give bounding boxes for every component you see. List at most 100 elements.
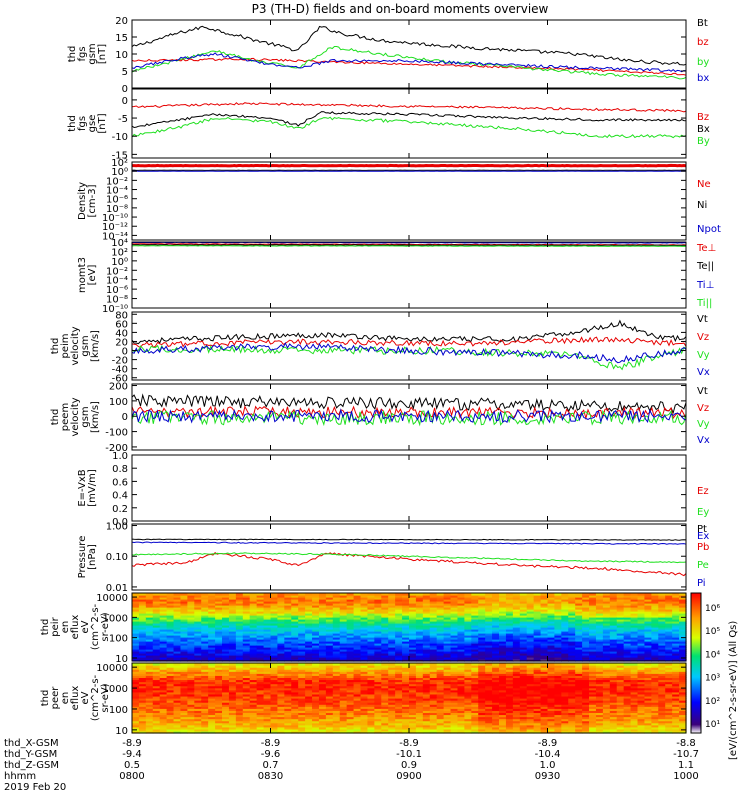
heatmap-cell	[519, 641, 528, 644]
heatmap-cell	[263, 724, 272, 728]
heatmap-cell	[242, 623, 251, 626]
heatmap-cell	[194, 613, 202, 616]
heatmap-cell	[436, 597, 445, 600]
heatmap-cell	[665, 653, 673, 656]
heatmap-cell	[415, 629, 424, 632]
heatmap-cell	[429, 623, 438, 626]
heatmap-cell	[450, 647, 459, 650]
heatmap-cell	[318, 673, 327, 676]
heatmap-cell	[208, 675, 216, 679]
heatmap-cell	[270, 673, 279, 676]
heatmap-cell	[138, 665, 147, 668]
heatmap-cell	[402, 663, 410, 666]
heatmap-cell	[263, 706, 272, 709]
heatmap-cell	[263, 641, 272, 644]
heatmap-cell	[270, 653, 279, 656]
heatmap-cell	[263, 689, 272, 693]
heatmap-cell	[575, 645, 583, 648]
heatmap-cell	[270, 609, 279, 612]
heatmap-cell	[222, 726, 230, 730]
heatmap-cell	[595, 655, 604, 658]
heatmap-cell	[409, 635, 417, 638]
heatmap-cell	[339, 667, 348, 670]
heatmap-cell	[159, 609, 168, 612]
heatmap-cell	[166, 675, 175, 679]
heatmap-cell	[429, 724, 438, 728]
heatmap-cell	[159, 645, 168, 648]
heatmap-cell	[609, 613, 618, 616]
heatmap-cell	[547, 597, 556, 600]
heatmap-cell	[201, 720, 209, 724]
heatmap-cell	[228, 716, 237, 720]
heatmap-cell	[249, 607, 258, 610]
heatmap-cell	[388, 718, 396, 722]
heatmap-cell	[602, 651, 611, 654]
heatmap-cell	[623, 641, 632, 644]
heatmap-cell	[381, 611, 389, 614]
heatmap-cell	[450, 603, 459, 606]
heatmap-cell	[367, 730, 375, 734]
heatmap-cell	[360, 720, 369, 724]
heatmap-cell	[242, 643, 251, 646]
heatmap-cell	[298, 599, 306, 602]
heatmap-cell	[540, 639, 549, 642]
heatmap-cell	[582, 637, 590, 640]
heatmap-cell	[582, 657, 590, 660]
heatmap-cell	[228, 631, 237, 634]
heatmap-cell	[395, 730, 403, 734]
heatmap-cell	[215, 607, 223, 610]
heatmap-cell	[242, 639, 251, 642]
heatmap-cell	[312, 597, 320, 600]
legend-entry-efield-0: Ez	[697, 486, 709, 497]
heatmap-cell	[651, 611, 659, 614]
heatmap-cell	[575, 627, 583, 630]
heatmap-cell	[180, 704, 188, 707]
heatmap-cell	[665, 643, 673, 646]
heatmap-cell	[256, 687, 265, 691]
heatmap-cell	[616, 609, 625, 612]
heatmap-cell	[145, 635, 154, 638]
heatmap-cell	[499, 728, 507, 732]
heatmap-cell	[415, 599, 424, 602]
heatmap-cell	[637, 633, 646, 636]
heatmap-cell	[305, 625, 313, 628]
heatmap-cell	[312, 720, 320, 724]
heatmap-cell	[263, 687, 272, 691]
heatmap-cell	[457, 704, 465, 707]
heatmap-cell	[249, 695, 258, 699]
heatmap-cell	[132, 673, 140, 676]
heatmap-cell	[658, 619, 666, 622]
heatmap-cell	[159, 691, 168, 695]
heatmap-cell	[630, 633, 639, 636]
heatmap-cell	[332, 712, 341, 716]
heatmap-cell	[270, 714, 279, 718]
heatmap-cell	[145, 702, 154, 705]
heatmap-cell	[235, 677, 244, 681]
heatmap-cell	[505, 689, 514, 693]
heatmap-cell	[374, 669, 382, 672]
heatmap-cell	[679, 659, 687, 662]
heatmap-cell	[450, 689, 459, 693]
heatmap-cell	[215, 631, 223, 634]
heatmap-cell	[291, 681, 299, 685]
heatmap-cell	[471, 722, 479, 726]
heatmap-cell	[512, 605, 521, 608]
heatmap-cell	[312, 681, 320, 685]
heatmap-cell	[339, 597, 348, 600]
heatmap-cell	[388, 708, 396, 711]
heatmap-cell	[492, 691, 500, 695]
heatmap-cell	[554, 637, 562, 640]
heatmap-cell	[346, 659, 355, 662]
heatmap-cell	[630, 599, 639, 602]
heatmap-cell	[415, 595, 424, 598]
heatmap-cell	[249, 698, 258, 701]
heatmap-cell	[409, 706, 417, 709]
heatmap-cell	[381, 673, 389, 676]
heatmap-cell	[415, 667, 424, 670]
heatmap-cell	[499, 677, 507, 681]
heatmap-cell	[602, 643, 611, 646]
heatmap-cell	[485, 611, 493, 614]
heatmap-cell	[485, 639, 493, 642]
heatmap-cell	[381, 623, 389, 626]
heatmap-cell	[651, 595, 659, 598]
